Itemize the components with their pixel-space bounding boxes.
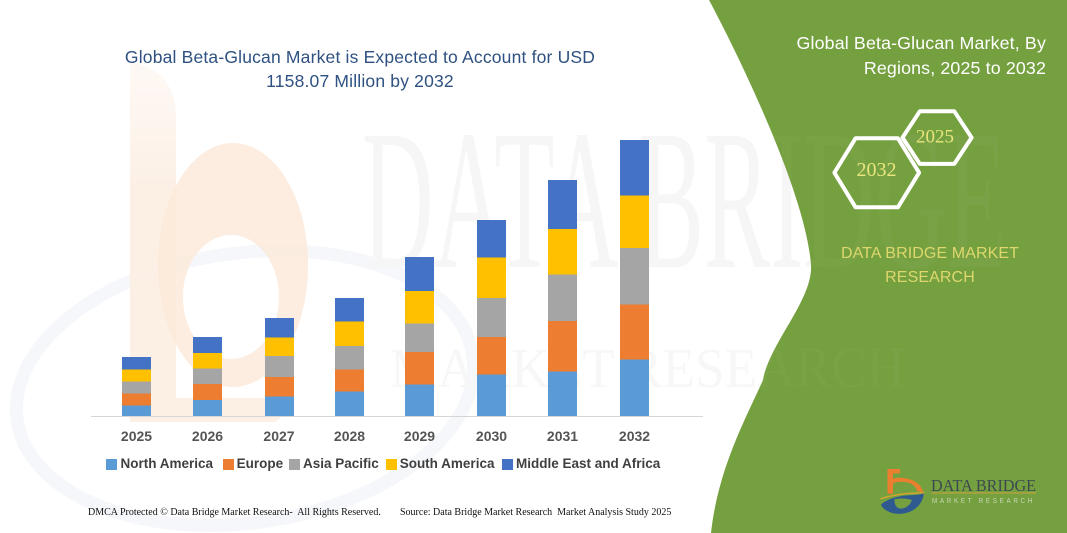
svg-text:2025: 2025 (916, 127, 954, 148)
svg-text:DATA BRIDGE: DATA BRIDGE (931, 476, 1036, 495)
svg-text:2032: 2032 (857, 159, 897, 181)
svg-text:MARKET RESEARCH: MARKET RESEARCH (932, 498, 1035, 505)
